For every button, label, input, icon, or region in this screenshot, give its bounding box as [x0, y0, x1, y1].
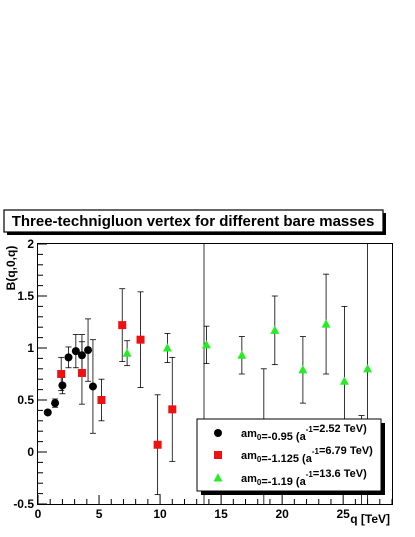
legend-label: am0=-0.95 (a-1=2.52 TeV) [241, 423, 367, 443]
x-tick-label: 15 [214, 507, 228, 521]
data-point [270, 325, 280, 334]
data-point [51, 399, 60, 408]
data-point [153, 440, 162, 449]
y-tick-label: -0.5 [13, 497, 34, 511]
data-point [168, 405, 177, 414]
data-point [43, 408, 52, 417]
data-point [136, 335, 145, 344]
legend-label-part: -1 [306, 425, 314, 434]
x-tick-label: 20 [275, 507, 289, 521]
data-point [122, 348, 132, 357]
data-point [57, 370, 66, 378]
data-point [339, 376, 349, 385]
legend-label-part: -1 [312, 447, 320, 456]
data-point [237, 350, 247, 359]
data-point [88, 382, 97, 391]
legend-label-part: =-0.95 (a [261, 431, 306, 443]
y-tick-label: 0 [27, 445, 34, 459]
y-tick-label: 0.5 [17, 393, 34, 407]
data-point [84, 346, 93, 355]
data-point [162, 343, 172, 352]
legend-label-part: 0 [257, 455, 262, 464]
x-axis-title: q [TeV] [350, 512, 390, 526]
x-tick-label: 5 [96, 507, 103, 521]
series-circle [43, 318, 97, 434]
data-point [321, 319, 331, 328]
legend-label-part: =2.52 TeV) [313, 423, 367, 435]
legend: am0=-0.95 (a-1=2.52 TeV)am0=-1.125 (a-1=… [196, 418, 385, 495]
legend-marker [214, 429, 222, 437]
y-tick-label: 2 [27, 237, 34, 251]
data-point [298, 365, 308, 374]
axis-ticks [37, 243, 393, 505]
x-tick-label: 0 [35, 507, 42, 521]
legend-label-part: =-1.19 (a [261, 476, 306, 488]
chart-title-box: Three-technigluon vertex for different b… [3, 209, 386, 235]
legend-label: am0=-1.125 (a-1=6.79 TeV) [241, 445, 373, 465]
data-point [363, 363, 372, 373]
data-point [64, 353, 73, 362]
data-point [118, 321, 127, 330]
legend-frame [196, 418, 382, 492]
axis-tick-labels: 0 5 10 15 20 25-0.500.511.52 [13, 237, 350, 521]
y-axis-title: B(q,0,q) [4, 246, 18, 291]
series-triangle [122, 244, 372, 504]
legend-label-part: 0 [257, 433, 262, 442]
data-point [58, 381, 67, 390]
x-tick-label: 25 [336, 507, 350, 521]
data-point [77, 368, 86, 377]
legend-marker [214, 451, 222, 459]
legend-label-part: am [241, 428, 257, 440]
data-point [97, 396, 106, 404]
y-tick-label: 1.5 [17, 289, 34, 303]
legend-label-part: -1 [306, 470, 314, 479]
legend-label-part: 0 [257, 478, 262, 487]
x-tick-label: 10 [153, 507, 167, 521]
legend-entries: am0=-0.95 (a-1=2.52 TeV)am0=-1.125 (a-1=… [213, 423, 373, 488]
legend-marker [213, 473, 223, 482]
legend-label-part: =6.79 TeV) [319, 445, 373, 457]
legend-label-part: =13.6 TeV) [313, 468, 367, 480]
plot-frame [37, 243, 393, 505]
chart-title: Three-technigluon vertex for different b… [12, 213, 375, 230]
legend-label-part: am [241, 450, 257, 462]
y-tick-label: 1 [27, 341, 34, 355]
data-point [71, 347, 80, 356]
legend-label-part: =-1.125 (a [261, 453, 312, 465]
legend-label-part: am [241, 473, 257, 485]
title-frame [3, 209, 384, 233]
legend-label: am0=-1.19 (a-1=13.6 TeV) [241, 468, 367, 488]
data-point [202, 340, 211, 349]
